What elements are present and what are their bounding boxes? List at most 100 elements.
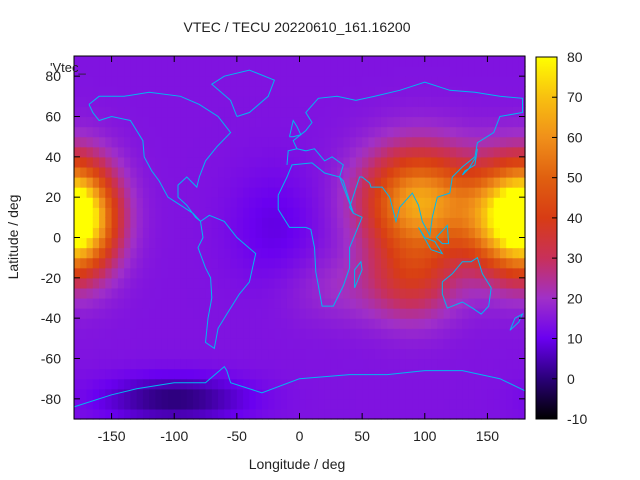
heatmap-cell [305,287,313,299]
heatmap-cell [268,177,276,188]
heatmap-cell [243,368,250,380]
heatmap-cell [512,287,520,299]
heatmap-cell [92,146,100,158]
heatmap-cell [136,277,144,289]
heatmap-cell [318,247,326,259]
heatmap-cell [418,116,426,128]
heatmap-cell [368,106,376,118]
heatmap-cell [449,56,457,67]
heatmap-cell [456,66,463,77]
heatmap-cell [368,277,376,289]
heatmap-cell [506,207,514,218]
heatmap-cell [305,66,313,77]
heatmap-cell [117,106,125,118]
heatmap-cell [205,247,213,259]
heatmap-cell [142,227,150,239]
heatmap-cell [167,338,175,350]
heatmap-cell [305,368,313,380]
heatmap-cell [418,247,426,259]
heatmap-cell [393,328,401,339]
heatmap-cell [337,166,344,178]
heatmap-cell [249,166,257,178]
heatmap-cell [368,217,376,229]
heatmap-cell [362,156,370,168]
heatmap-cell [161,217,169,229]
heatmap-cell [274,308,282,319]
heatmap-cell [506,408,514,420]
heatmap-cell [324,207,332,218]
heatmap-cell [374,177,382,188]
heatmap-cell [193,247,200,259]
heatmap-cell [161,287,169,299]
heatmap-cell [218,298,225,309]
heatmap-cell [324,116,332,128]
heatmap-cell [280,267,288,279]
heatmap-cell [343,287,351,299]
heatmap-cell [92,197,100,208]
heatmap-cell [274,66,282,77]
heatmap-cell [180,207,188,218]
heatmap-cell [274,166,282,178]
heatmap-cell [236,247,244,259]
heatmap-cell [105,166,113,178]
heatmap-cell [111,126,119,138]
heatmap-cell [136,257,144,269]
heatmap-cell [518,388,526,400]
heatmap-cell [193,166,200,178]
heatmap-cell [305,86,313,97]
heatmap-cell [512,368,520,380]
heatmap-cell [268,338,276,350]
heatmap-cell [318,328,326,339]
heatmap-cell [305,96,313,108]
heatmap-cell [468,318,476,329]
heatmap-cell [268,66,276,77]
heatmap-cell [312,308,319,319]
heatmap-cell [92,126,100,138]
heatmap-cell [337,76,344,87]
heatmap-cell [230,368,238,380]
heatmap-cell [387,156,395,168]
heatmap-cell [155,187,163,198]
heatmap-cell [449,207,457,218]
heatmap-cell [324,398,332,410]
heatmap-cell [468,136,476,148]
heatmap-cell [380,156,388,168]
heatmap-cell [518,66,526,77]
heatmap-cell [249,378,257,390]
heatmap-cell [518,166,526,178]
heatmap-cell [193,177,200,188]
heatmap-cell [468,368,476,380]
heatmap-cell [249,207,257,218]
heatmap-cell [249,136,257,148]
heatmap-cell [412,378,420,390]
heatmap-cell [86,207,94,218]
heatmap-cell [174,298,182,309]
heatmap-cell [255,398,263,410]
heatmap-cell [105,66,113,77]
heatmap-cell [324,187,332,198]
heatmap-cell [280,207,288,218]
heatmap-cell [117,287,125,299]
heatmap-cell [243,136,250,148]
heatmap-cell [431,86,438,97]
heatmap-cell [449,136,457,148]
heatmap-cell [368,318,376,329]
heatmap-cell [324,86,332,97]
heatmap-cell [349,378,357,390]
heatmap-cell [180,378,188,390]
heatmap-cell [274,56,282,67]
heatmap-cell [74,76,81,87]
heatmap-cell [142,166,150,178]
heatmap-cell [211,86,219,97]
heatmap-cell [299,328,307,339]
heatmap-cell [462,156,470,168]
heatmap-cell [512,96,520,108]
heatmap-cell [199,136,207,148]
heatmap-cell [268,277,276,289]
heatmap-cell [337,277,344,289]
heatmap-cell [299,277,307,289]
heatmap-cell [255,166,263,178]
heatmap-cell [236,106,244,118]
heatmap-cell [124,398,131,410]
heatmap-cell [205,318,213,329]
